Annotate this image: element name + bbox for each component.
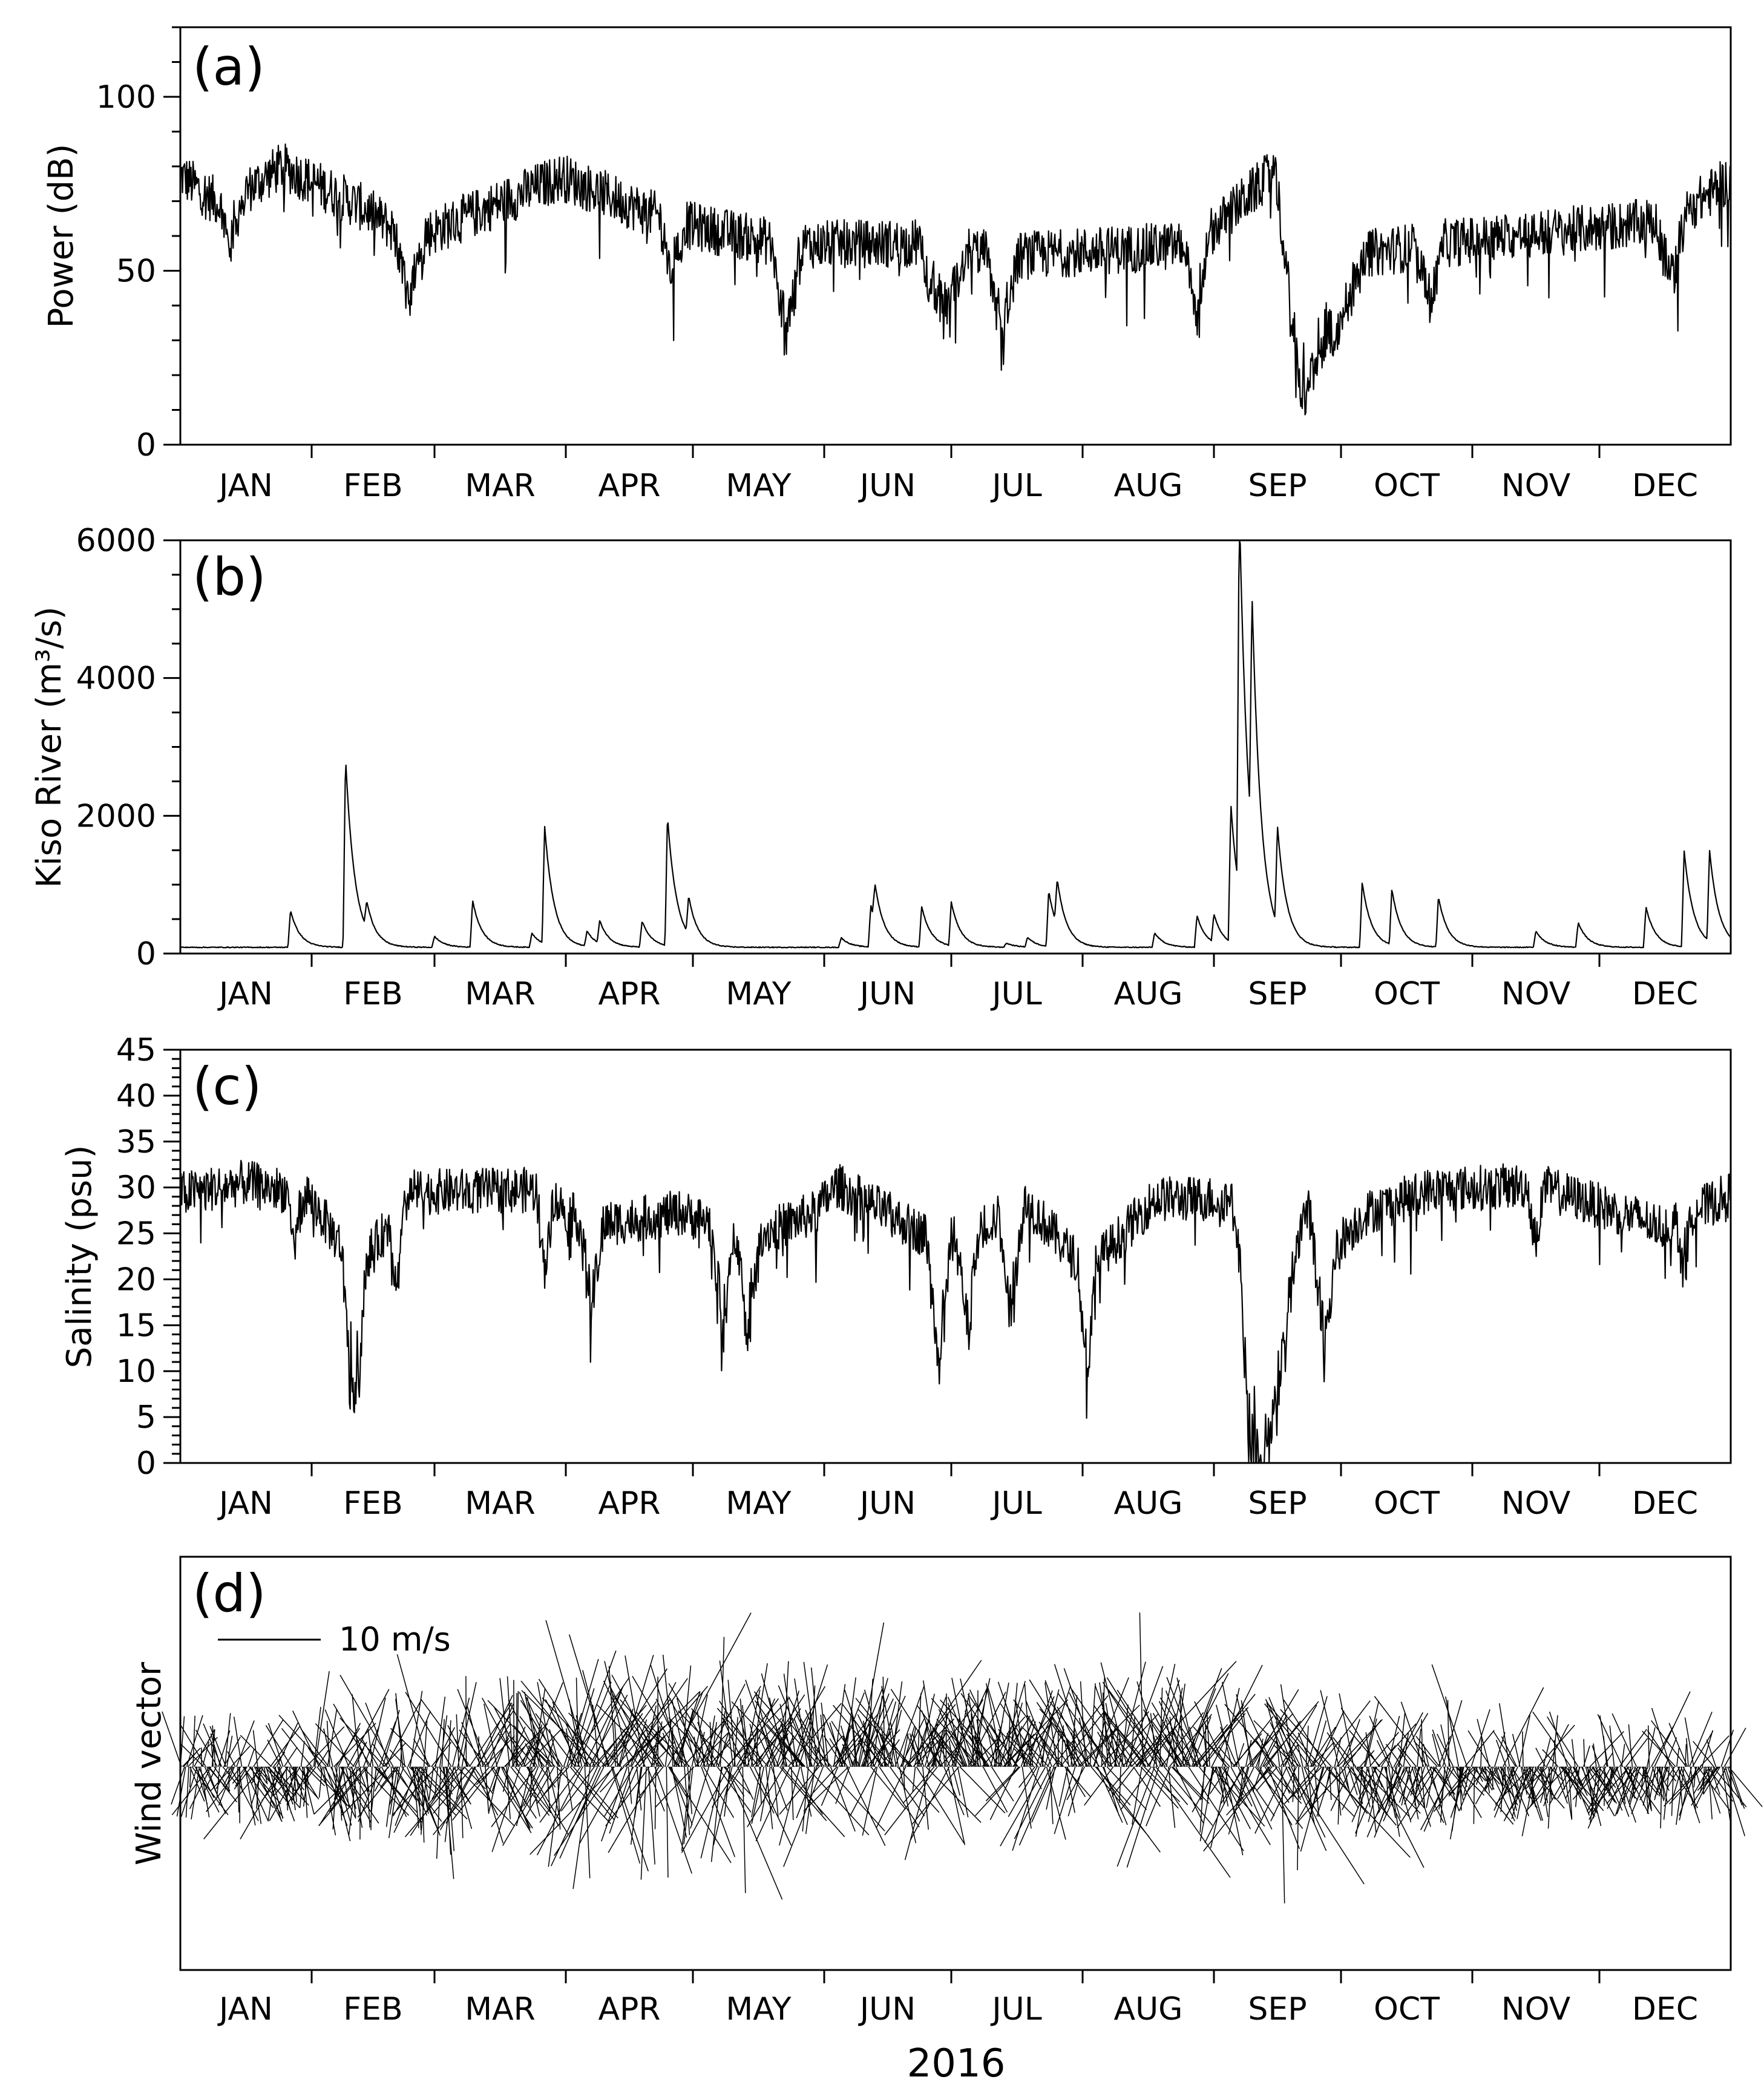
x-axis-year-label: 2016 [907,2041,1006,2086]
month-label-sep: SEP [1248,1991,1307,2027]
panel-b-y-ticks: 0 2000 4000 6000 [76,523,180,972]
panel-c-label: (c) [192,1056,261,1117]
panel-b-series-line [180,539,1731,949]
month-label-feb: FEB [343,976,402,1012]
y-tick-label: 5 [136,1399,156,1436]
month-label-apr: APR [598,1991,660,2027]
y-tick-label: 25 [116,1216,156,1252]
series-line-b [180,539,1731,949]
y-tick-label: 0 [136,936,156,972]
month-label-aug: AUG [1114,1485,1183,1522]
month-label-jun: JUN [858,468,916,504]
month-label-nov: NOV [1501,1485,1571,1522]
month-label-aug: AUG [1114,976,1183,1012]
y-tick-label: 35 [116,1124,156,1160]
panel-d-label: (d) [192,1563,266,1624]
series-line-c [179,1159,1732,1464]
panel-b-label: (b) [192,547,266,607]
panel-b: 0 2000 4000 6000 JAN FEB MAR APR MAY JUN JUL AUG SE… [30,523,1732,1012]
month-label-may: MAY [726,468,791,504]
month-label-may: MAY [726,1991,791,2027]
month-label-oct: OCT [1374,1485,1440,1522]
month-label-mar: MAR [465,1991,536,2027]
month-label-sep: SEP [1248,468,1307,504]
month-label-jun: JUN [858,1485,916,1522]
month-label-jan: JAN [217,1485,273,1522]
panel-c: 0 5 10 15 20 25 30 35 40 45 JAN FEB MAR APR MAY JUN JUL… [60,1032,1732,1522]
month-label-apr: APR [598,468,660,504]
y-tick-label: 30 [116,1170,156,1206]
month-label-feb: FEB [343,1485,402,1522]
panel-a: 0 50 100 JAN FEB MAR APR MAY JUN JUL AUG SEP OCT NOV… [42,26,1732,504]
y-tick-label: 10 [116,1353,156,1390]
month-label-oct: OCT [1374,1991,1440,2027]
month-label-dec: DEC [1632,468,1698,504]
y-tick-label: 0 [136,427,156,463]
panel-a-y-ticks: 0 50 100 [96,26,180,463]
panel-a-y-axis-title: Power (dB) [42,144,81,329]
y-tick-label: 6000 [76,523,156,559]
month-label-dec: DEC [1632,976,1698,1012]
month-label-jan: JAN [217,976,273,1012]
month-label-jan: JAN [217,468,273,504]
y-tick-label: 100 [96,79,156,116]
month-label-aug: AUG [1114,468,1183,504]
month-label-dec: DEC [1632,1485,1698,1522]
month-label-nov: NOV [1501,468,1571,504]
y-tick-label: 2000 [76,798,156,834]
y-tick-label: 0 [136,1445,156,1482]
wind-scale-label: 10 m/s [339,1620,451,1658]
panel-d-wind-vectors [162,1612,1763,1903]
month-label-mar: MAR [465,1485,536,1522]
panel-d-month-axis: JAN FEB MAR APR MAY JUN JUL AUG SEP OCT NOV DEC [217,1970,1698,2027]
month-label-dec: DEC [1632,1991,1698,2027]
month-label-jun: JUN [858,976,916,1012]
panel-a-month-axis: JAN FEB MAR APR MAY JUN JUL AUG SEP OCT NOV DEC [217,445,1698,504]
month-label-nov: NOV [1501,1991,1571,2027]
panel-c-y-ticks: 0 5 10 15 20 25 30 35 40 45 [116,1032,180,1482]
month-label-aug: AUG [1114,1991,1183,2027]
series-line-a [179,143,1732,416]
panel-c-frame [179,1049,1732,1464]
month-label-may: MAY [726,976,791,1012]
month-label-jul: JUL [990,1485,1041,1522]
month-label-sep: SEP [1248,976,1307,1012]
month-label-jul: JUL [990,1991,1041,2027]
panel-c-series-line [179,1159,1732,1464]
month-label-mar: MAR [465,468,536,504]
month-label-apr: APR [598,976,660,1012]
y-tick-label: 50 [116,254,156,290]
y-tick-label: 40 [116,1078,156,1114]
month-label-may: MAY [726,1485,791,1522]
wind-vector-sticks [162,1612,1763,1903]
panel-a-label: (a) [192,37,265,97]
y-tick-label: 15 [116,1307,156,1344]
y-tick-label: 45 [116,1032,156,1068]
panel-c-month-axis: JAN FEB MAR APR MAY JUN JUL AUG SEP OCT NOV DEC [217,1463,1698,1522]
month-label-jun: JUN [858,1991,916,2027]
panel-d: JAN FEB MAR APR MAY JUN JUL AUG SEP OCT NOV DEC (d)… [130,1556,1763,2027]
month-label-mar: MAR [465,976,536,1012]
month-label-oct: OCT [1374,976,1440,1012]
month-label-nov: NOV [1501,976,1571,1012]
month-label-feb: FEB [343,1991,402,2027]
month-label-feb: FEB [343,468,402,504]
month-label-jan: JAN [217,1991,273,2027]
y-tick-label: 20 [116,1261,156,1298]
y-tick-label: 4000 [76,661,156,697]
panel-b-month-axis: JAN FEB MAR APR MAY JUN JUL AUG SEP OCT NOV DEC [217,954,1698,1012]
panel-a-series-line [179,143,1732,416]
panel-c-y-axis-title: Salinity (psu) [60,1145,99,1369]
month-label-oct: OCT [1374,468,1440,504]
panel-d-y-axis-title: Wind vector [130,1661,169,1865]
panel-b-y-axis-title: Kiso River (m³/s) [30,606,69,888]
month-label-jul: JUL [990,976,1041,1012]
month-label-apr: APR [598,1485,660,1522]
month-label-jul: JUL [990,468,1041,504]
month-label-sep: SEP [1248,1485,1307,1522]
